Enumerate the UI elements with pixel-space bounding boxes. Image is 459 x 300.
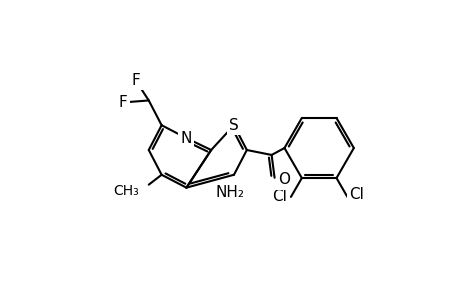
Text: Cl: Cl xyxy=(349,188,364,202)
Text: S: S xyxy=(229,118,238,133)
Text: F: F xyxy=(131,73,140,88)
Text: F: F xyxy=(118,95,127,110)
Text: CH₃: CH₃ xyxy=(113,184,139,198)
Text: N: N xyxy=(180,130,192,146)
Text: O: O xyxy=(278,172,290,187)
Text: Cl: Cl xyxy=(272,189,286,204)
Text: NH₂: NH₂ xyxy=(215,185,244,200)
